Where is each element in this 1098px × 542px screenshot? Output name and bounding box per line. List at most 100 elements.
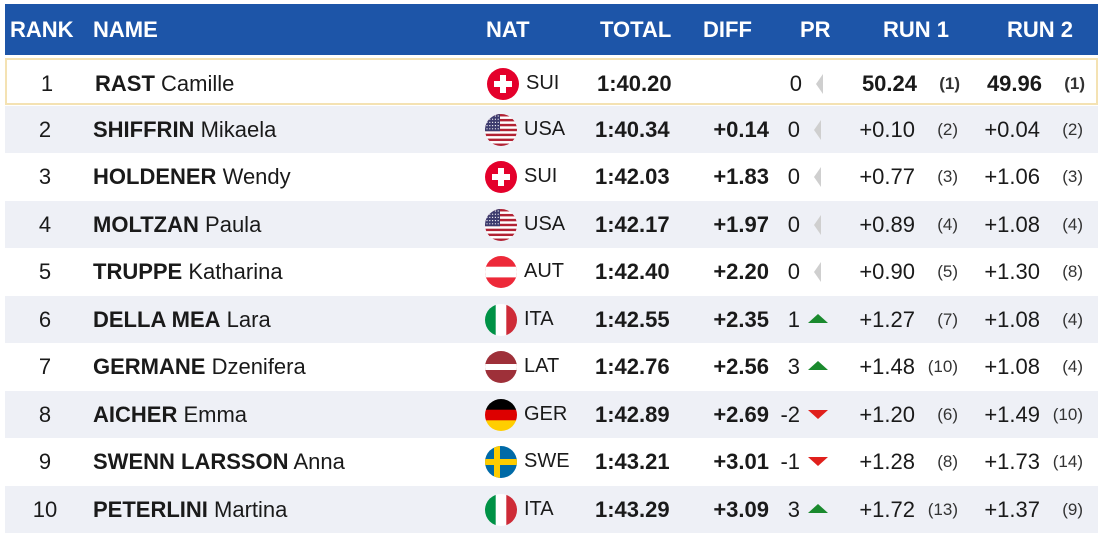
athlete-first-name: Lara bbox=[226, 306, 271, 332]
athlete-name[interactable]: MOLTZAN Paula bbox=[93, 201, 261, 248]
rank: 1 bbox=[40, 71, 54, 96]
nation: ITA bbox=[524, 307, 554, 330]
table-row[interactable]: 7 GERMANE Dzenifera LAT 1:42.76 +2.56 3 +1.48 (… bbox=[5, 343, 1098, 390]
total-time: 1:43.21 bbox=[595, 449, 670, 474]
rank: 2 bbox=[38, 116, 52, 142]
table-header: RANK NAME NAT TOTAL DIFF PR RUN 1 RUN 2 bbox=[5, 4, 1098, 55]
run1-time: +0.89 bbox=[859, 211, 915, 237]
total-time: 1:42.76 bbox=[595, 354, 670, 379]
run1-rank: (8) bbox=[937, 452, 958, 471]
athlete-last-name: SHIFFRIN bbox=[93, 116, 195, 142]
run2-time: +1.06 bbox=[984, 164, 1040, 189]
run2-rank: (9) bbox=[1062, 499, 1083, 519]
athlete-last-name: DELLA MEA bbox=[93, 306, 221, 332]
total-time: 1:40.20 bbox=[597, 71, 672, 96]
rank: 10 bbox=[32, 496, 58, 522]
run2-rank: (1) bbox=[1064, 74, 1085, 93]
run1-time: +1.27 bbox=[859, 306, 915, 332]
nation: SUI bbox=[524, 165, 558, 187]
position-change: 1 bbox=[787, 306, 800, 332]
run1-rank: (13) bbox=[927, 499, 958, 519]
col-run1-header[interactable]: RUN 1 bbox=[883, 17, 950, 42]
total-time: 1:42.03 bbox=[595, 164, 670, 189]
run1-time: +1.48 bbox=[859, 354, 915, 379]
athlete-name[interactable]: SHIFFRIN Mikaela bbox=[93, 106, 276, 153]
run1-time: +0.10 bbox=[859, 116, 915, 142]
col-nat-header[interactable]: NAT bbox=[486, 17, 530, 42]
table-row[interactable]: 5 TRUPPE Katharina AUT 1:42.40 +2.20 0 +0.90 (5… bbox=[5, 248, 1098, 295]
run1-rank: (7) bbox=[937, 309, 958, 329]
table-row[interactable]: 2 SHIFFRIN Mikaela USA 1:40.34 +0.14 0 +0.10 (2… bbox=[5, 105, 1098, 153]
run1-time: +0.77 bbox=[859, 164, 915, 189]
table-row[interactable]: 6 DELLA MEA Lara ITA 1:42.55 +2.35 1 +1.27 (7) +… bbox=[5, 295, 1098, 343]
col-diff-header[interactable]: DIFF bbox=[703, 17, 752, 42]
athlete-name[interactable]: RAST Camille bbox=[95, 60, 234, 107]
col-run2-header[interactable]: RUN 2 bbox=[1007, 17, 1074, 42]
run1-rank: (2) bbox=[937, 119, 958, 139]
run2-rank: (4) bbox=[1062, 309, 1083, 329]
nation: USA bbox=[524, 212, 566, 235]
run2-time: +0.04 bbox=[984, 116, 1040, 142]
diff-time: +0.14 bbox=[713, 116, 769, 142]
col-rank-header[interactable]: RANK bbox=[10, 17, 74, 42]
trend-up-icon bbox=[805, 486, 831, 533]
run1-time: +1.20 bbox=[859, 401, 915, 427]
athlete-last-name: PETERLINI bbox=[93, 496, 208, 522]
nation: SWE bbox=[524, 450, 570, 472]
ger-flag-icon bbox=[485, 398, 517, 431]
athlete-name[interactable]: DELLA MEA Lara bbox=[93, 296, 271, 343]
table-row[interactable]: 4 MOLTZAN Paula USA 1:42.17 +1.97 0 +0.89 (4) +1… bbox=[5, 200, 1098, 248]
col-name-header[interactable]: NAME bbox=[93, 17, 158, 42]
table-row[interactable]: 10 PETERLINI Martina ITA 1:43.29 +3.09 3 +1.72… bbox=[5, 485, 1098, 533]
athlete-last-name: SWENN LARSSON bbox=[93, 449, 289, 474]
run1-time: +0.90 bbox=[859, 259, 915, 284]
run2-time: +1.73 bbox=[984, 449, 1040, 474]
athlete-last-name: AICHER bbox=[93, 401, 178, 427]
athlete-first-name: Emma bbox=[183, 401, 248, 427]
run2-time: 49.96 bbox=[986, 71, 1042, 96]
diff-time: +2.20 bbox=[713, 259, 769, 284]
col-pr-header[interactable]: PR bbox=[800, 17, 831, 42]
trend-neutral-icon bbox=[807, 60, 833, 107]
usa-flag-icon bbox=[485, 208, 517, 241]
athlete-name[interactable]: SWENN LARSSON Anna bbox=[93, 438, 345, 485]
athlete-first-name: Anna bbox=[293, 449, 345, 474]
athlete-name[interactable]: TRUPPE Katharina bbox=[93, 248, 283, 295]
total-time: 1:43.29 bbox=[595, 496, 670, 522]
total-time: 1:42.55 bbox=[595, 306, 670, 332]
athlete-name[interactable]: HOLDENER Wendy bbox=[93, 153, 291, 200]
usa-flag-icon bbox=[485, 113, 517, 146]
run1-rank: (3) bbox=[937, 167, 958, 186]
trend-down-icon bbox=[805, 438, 831, 485]
position-change: 0 bbox=[787, 164, 800, 189]
athlete-name[interactable]: AICHER Emma bbox=[93, 391, 247, 438]
table-row[interactable]: 9 SWENN LARSSON Anna SWE 1:43.21 +3.01 -1 +1.2… bbox=[5, 438, 1098, 485]
nation: USA bbox=[524, 117, 566, 140]
run1-rank: (1) bbox=[939, 74, 960, 93]
run2-rank: (2) bbox=[1062, 119, 1083, 139]
position-change: 0 bbox=[787, 116, 800, 142]
nation: ITA bbox=[524, 497, 554, 520]
table-row[interactable]: 8 AICHER Emma GER 1:42.89 +2.69 -2 +1.20 (6) +1.… bbox=[5, 390, 1098, 438]
diff-time: +3.09 bbox=[713, 496, 769, 522]
sui-flag-icon bbox=[485, 161, 517, 193]
athlete-last-name: GERMANE bbox=[93, 354, 206, 379]
nation: LAT bbox=[524, 355, 560, 377]
run2-rank: (8) bbox=[1062, 262, 1083, 281]
position-change: 0 bbox=[787, 259, 800, 284]
run1-rank: (6) bbox=[937, 404, 958, 424]
table-row[interactable]: 3 HOLDENER Wendy SUI 1:42.03 +1.83 0 +0.77 (3) +… bbox=[5, 153, 1098, 200]
col-total-header[interactable]: TOTAL bbox=[600, 17, 672, 42]
athlete-name[interactable]: GERMANE Dzenifera bbox=[93, 343, 306, 390]
trend-neutral-icon bbox=[805, 153, 831, 200]
athlete-name[interactable]: PETERLINI Martina bbox=[93, 486, 287, 533]
diff-time: +2.69 bbox=[713, 401, 769, 427]
athlete-last-name: HOLDENER bbox=[93, 164, 217, 189]
position-change: 3 bbox=[787, 354, 800, 379]
run1-time: +1.28 bbox=[859, 449, 915, 474]
table-row[interactable]: 1 RAST Camille SUI 1:40.20 0 50.24 (1) 49.96 (1) bbox=[5, 58, 1098, 105]
position-change: 0 bbox=[789, 71, 802, 96]
trend-neutral-icon bbox=[805, 106, 831, 153]
rank: 8 bbox=[38, 401, 52, 427]
position-change: 0 bbox=[787, 211, 800, 237]
